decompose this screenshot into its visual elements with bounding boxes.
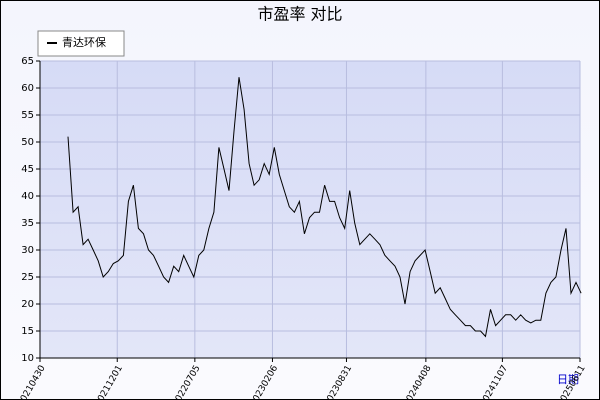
y-tick-label: 50 <box>21 137 34 148</box>
plot-area <box>40 61 580 358</box>
y-tick-label: 45 <box>21 164 34 175</box>
y-tick-label: 55 <box>21 110 34 121</box>
y-tick-label: 30 <box>21 245 34 256</box>
legend-label: 青达环保 <box>62 35 106 49</box>
y-tick-label: 65 <box>21 56 34 67</box>
y-tick-label: 60 <box>21 83 34 94</box>
y-tick-label: 25 <box>21 272 34 283</box>
y-tick-label: 40 <box>21 191 34 202</box>
y-tick-label: 35 <box>21 218 34 229</box>
chart-title: 市盈率 对比 <box>257 5 342 24</box>
y-tick-label: 15 <box>21 326 34 337</box>
y-tick-label: 20 <box>21 299 34 310</box>
y-tick-label: 10 <box>21 353 34 364</box>
x-axis-label: 日期 <box>557 373 579 386</box>
series-line <box>67 77 582 338</box>
